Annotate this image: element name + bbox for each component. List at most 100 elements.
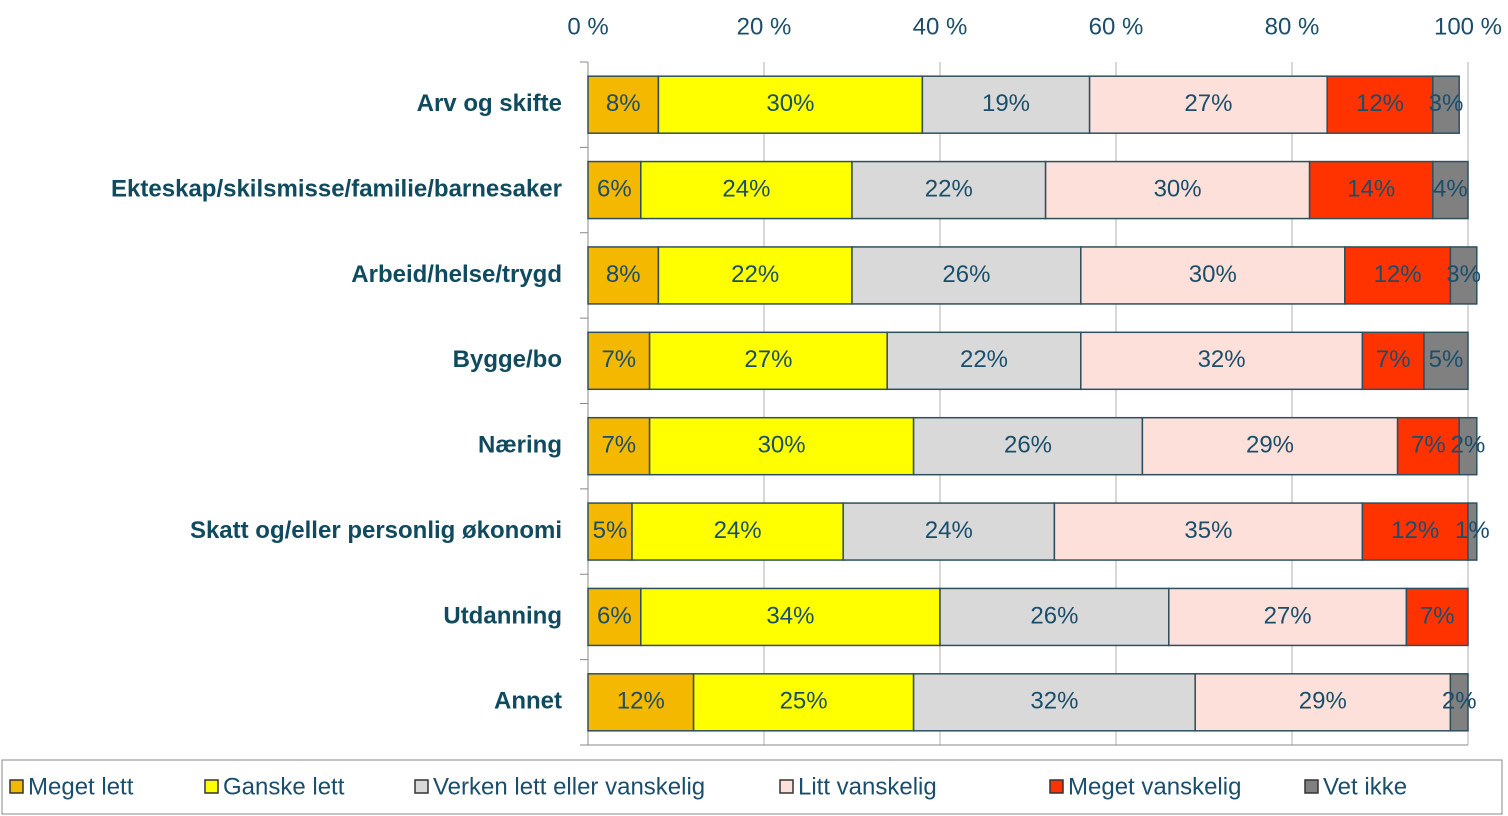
x-tick-label: 0 % bbox=[567, 13, 608, 40]
y-tick-label: Utdanning bbox=[443, 602, 562, 629]
data-label: 6% bbox=[597, 175, 632, 202]
bar-segment bbox=[587, 160, 642, 220]
bar-segment bbox=[648, 331, 888, 391]
bar-segment bbox=[1449, 673, 1469, 732]
bar-segment bbox=[657, 246, 853, 305]
data-label: 24% bbox=[925, 517, 973, 544]
data-label: 1% bbox=[1455, 517, 1490, 544]
data-label: 25% bbox=[780, 688, 828, 715]
data-label: 4% bbox=[1433, 175, 1468, 202]
bar-segment bbox=[648, 416, 915, 476]
bar-segment bbox=[1449, 246, 1478, 305]
x-tick-label: 100 % bbox=[1434, 13, 1502, 40]
y-tick-label: Ekteskap/skilsmisse/familie/barnesaker bbox=[111, 175, 562, 202]
bar-segment bbox=[851, 160, 1047, 220]
data-label: 2% bbox=[1451, 432, 1486, 459]
legend-swatch bbox=[1304, 779, 1319, 794]
bar-segment bbox=[1467, 502, 1478, 561]
bar-segment bbox=[1361, 331, 1425, 391]
legend-label: Litt vanskelig bbox=[798, 773, 937, 800]
bar-segment bbox=[939, 587, 1170, 647]
bar-segment bbox=[587, 502, 633, 561]
bar-segment bbox=[851, 246, 1082, 305]
y-tick-label: Annet bbox=[494, 688, 562, 715]
data-label: 12% bbox=[1391, 517, 1439, 544]
bar-segment bbox=[1458, 416, 1478, 476]
x-tick-label: 20 % bbox=[737, 13, 792, 40]
data-label: 2% bbox=[1442, 688, 1477, 715]
legend-swatch bbox=[204, 779, 219, 794]
data-label: 7% bbox=[1376, 346, 1411, 373]
y-tick-label: Næring bbox=[478, 432, 562, 459]
bar-segment bbox=[1326, 75, 1434, 134]
bar-segment bbox=[1194, 673, 1452, 732]
x-tick-label: 40 % bbox=[913, 13, 968, 40]
legend-label: Verken lett eller vanskelig bbox=[433, 773, 705, 800]
data-label: 5% bbox=[1429, 346, 1464, 373]
data-label: 8% bbox=[606, 90, 641, 117]
data-label: 5% bbox=[593, 517, 628, 544]
legend-swatch bbox=[414, 779, 429, 794]
y-tick-label: Bygge/bo bbox=[453, 346, 562, 373]
bar-segment bbox=[912, 416, 1144, 476]
legend-label: Meget lett bbox=[28, 773, 134, 800]
data-label: 19% bbox=[982, 90, 1030, 117]
data-label: 27% bbox=[1264, 602, 1312, 629]
bar-segment bbox=[842, 502, 1056, 561]
bar-segment bbox=[640, 160, 853, 220]
bar-segment bbox=[886, 331, 1082, 391]
bar-segment bbox=[1405, 587, 1469, 647]
bar-segment bbox=[1432, 160, 1469, 220]
legend-swatch bbox=[1049, 779, 1064, 794]
bar-segment bbox=[1044, 160, 1311, 220]
bar-segment bbox=[1432, 75, 1460, 134]
legend-swatch bbox=[779, 779, 794, 794]
bar-segment bbox=[587, 673, 695, 732]
data-label: 30% bbox=[1189, 261, 1237, 288]
data-label: 27% bbox=[744, 346, 792, 373]
data-label: 34% bbox=[766, 602, 814, 629]
bar-segment bbox=[1141, 416, 1399, 476]
bar-segment bbox=[657, 75, 924, 134]
bar-segment bbox=[692, 673, 915, 732]
data-label: 7% bbox=[1411, 432, 1446, 459]
data-label: 22% bbox=[960, 346, 1008, 373]
bar-segment bbox=[912, 673, 1196, 732]
bar-segment bbox=[1080, 331, 1364, 391]
bar-segment bbox=[587, 416, 651, 476]
legend-label: Vet ikke bbox=[1323, 773, 1407, 800]
data-label: 7% bbox=[601, 346, 636, 373]
data-label: 26% bbox=[1030, 602, 1078, 629]
data-label: 30% bbox=[758, 432, 806, 459]
data-label: 7% bbox=[601, 432, 636, 459]
data-label: 14% bbox=[1347, 175, 1395, 202]
data-label: 26% bbox=[1004, 432, 1052, 459]
y-tick-label: Skatt og/eller personlig økonomi bbox=[190, 517, 562, 544]
data-label: 7% bbox=[1420, 602, 1455, 629]
data-label: 35% bbox=[1184, 517, 1232, 544]
x-tick-label: 60 % bbox=[1089, 13, 1144, 40]
legend-label: Ganske lett bbox=[223, 773, 345, 800]
data-label: 12% bbox=[1374, 261, 1422, 288]
data-label: 27% bbox=[1184, 90, 1232, 117]
data-label: 6% bbox=[597, 602, 632, 629]
bar-segment bbox=[1080, 246, 1346, 305]
bar-segment bbox=[1053, 502, 1364, 561]
data-label: 29% bbox=[1246, 432, 1294, 459]
y-tick-label: Arbeid/helse/trygd bbox=[351, 261, 562, 288]
data-label: 3% bbox=[1446, 261, 1481, 288]
bar-segment bbox=[1344, 246, 1452, 305]
bar-segment bbox=[640, 587, 941, 647]
bar-segment bbox=[631, 502, 844, 561]
data-label: 32% bbox=[1198, 346, 1246, 373]
data-label: 12% bbox=[1356, 90, 1404, 117]
data-label: 26% bbox=[942, 261, 990, 288]
data-label: 30% bbox=[1154, 175, 1202, 202]
data-label: 3% bbox=[1429, 90, 1464, 117]
legend-swatch bbox=[9, 779, 24, 794]
data-label: 22% bbox=[731, 261, 779, 288]
data-label: 29% bbox=[1299, 688, 1347, 715]
data-label: 30% bbox=[766, 90, 814, 117]
data-label: 22% bbox=[925, 175, 973, 202]
